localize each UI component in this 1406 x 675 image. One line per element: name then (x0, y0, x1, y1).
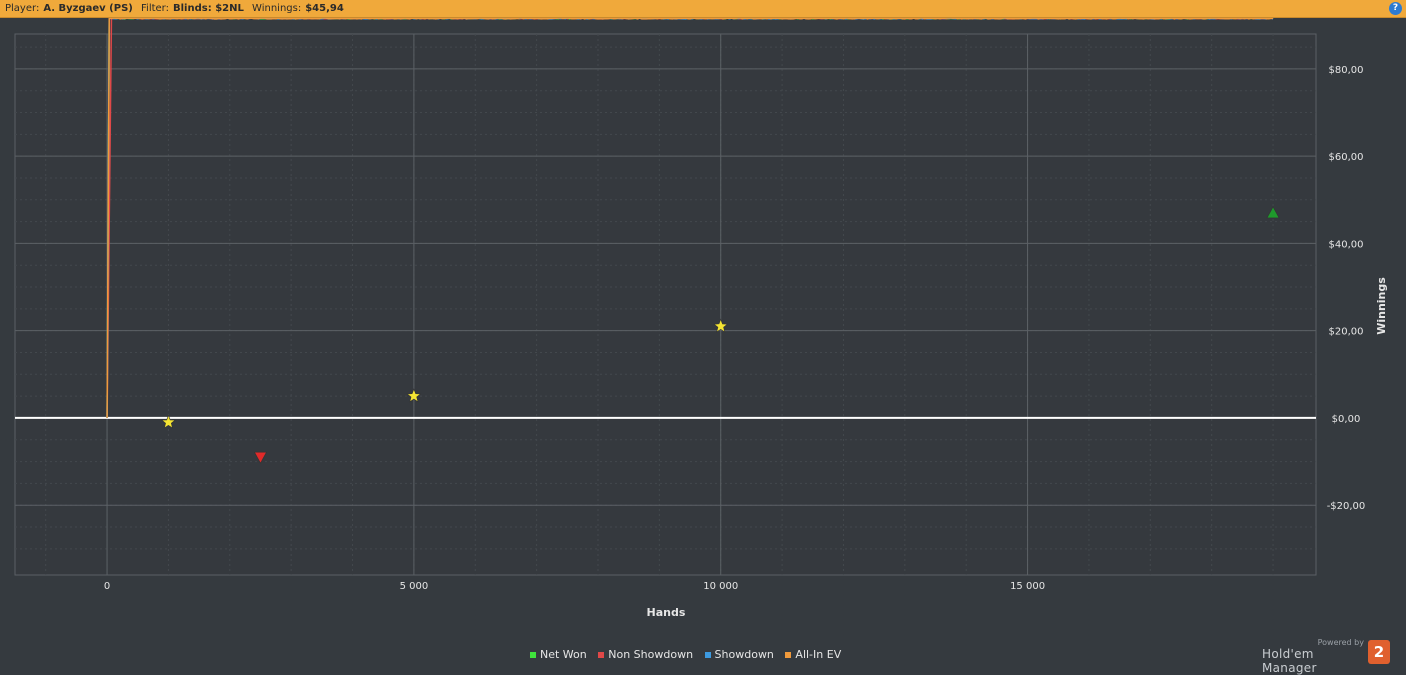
filter-value: Blinds: $2NL (173, 3, 244, 14)
marker-triangle-up[interactable] (1266, 206, 1280, 219)
winnings-value: $45,94 (305, 3, 344, 14)
player-label: Player: (5, 3, 40, 14)
series-line-all-in-ev[interactable] (106, 18, 1274, 418)
product-name: Hold'em Manager (1262, 647, 1317, 675)
y-tick-label: $60,00 (1329, 152, 1364, 163)
filter-label: Filter: (141, 3, 169, 14)
y-tick-label: $80,00 (1329, 65, 1364, 76)
tick-labels: 0 5 000 10 000 15 000 -$20,00 $0,00 $20,00 $40,… (104, 65, 1365, 592)
x-axis-label: Hands (647, 606, 686, 619)
powered-by-text: Powered by (1317, 638, 1364, 647)
player-value: A. Byzgaev (PS) (43, 3, 133, 14)
markers (160, 206, 1280, 464)
legend-item-net-won[interactable]: Net Won (530, 648, 587, 661)
x-tick-label: 5 000 (400, 581, 429, 592)
legend-swatch (598, 652, 605, 658)
branding: Powered by Hold'em Manager 2 (1262, 638, 1392, 675)
legend-swatch (785, 652, 792, 658)
y-tick-label: $20,00 (1329, 327, 1364, 338)
legend-label: Non Showdown (608, 648, 694, 661)
legend-item-all-in-ev[interactable]: All-In EV (785, 648, 841, 661)
plot-area (14, 33, 1317, 576)
winnings-graph: 0 5 000 10 000 15 000 -$20,00 $0,00 $20,00 $40,… (14, 18, 1388, 619)
y-tick-label: $40,00 (1329, 239, 1364, 250)
marker-star[interactable] (713, 318, 729, 333)
marker-star[interactable] (406, 388, 422, 403)
legend-item-non-showdown[interactable]: Non Showdown (598, 648, 693, 661)
legend-item-showdown[interactable]: Showdown (704, 648, 774, 661)
x-tick-label: 0 (104, 581, 110, 592)
info-bar: Player: A. Byzgaev (PS) Filter: Blinds: $2… (0, 0, 1406, 18)
grid (14, 33, 1317, 576)
y-axis-label: Winnings (1375, 277, 1388, 335)
legend-swatch (530, 652, 536, 658)
hem2-logo-icon: 2 (1368, 640, 1390, 664)
marker-triangle-down[interactable] (253, 451, 267, 464)
legend: Net Won Non Showdown Showdown All-In EV (530, 648, 849, 661)
help-icon[interactable]: ? (1389, 2, 1402, 15)
legend-swatch (704, 652, 711, 658)
legend-label: Showdown (714, 648, 774, 661)
winnings-label: Winnings: (252, 3, 302, 14)
marker-star[interactable] (160, 414, 176, 429)
y-tick-label: $0,00 (1332, 414, 1361, 425)
x-tick-label: 10 000 (703, 581, 738, 592)
x-tick-label: 15 000 (1010, 581, 1045, 592)
y-tick-label: -$20,00 (1327, 501, 1366, 512)
legend-label: All-In EV (795, 648, 842, 661)
series-lines (106, 18, 1274, 418)
legend-label: Net Won (540, 648, 587, 661)
